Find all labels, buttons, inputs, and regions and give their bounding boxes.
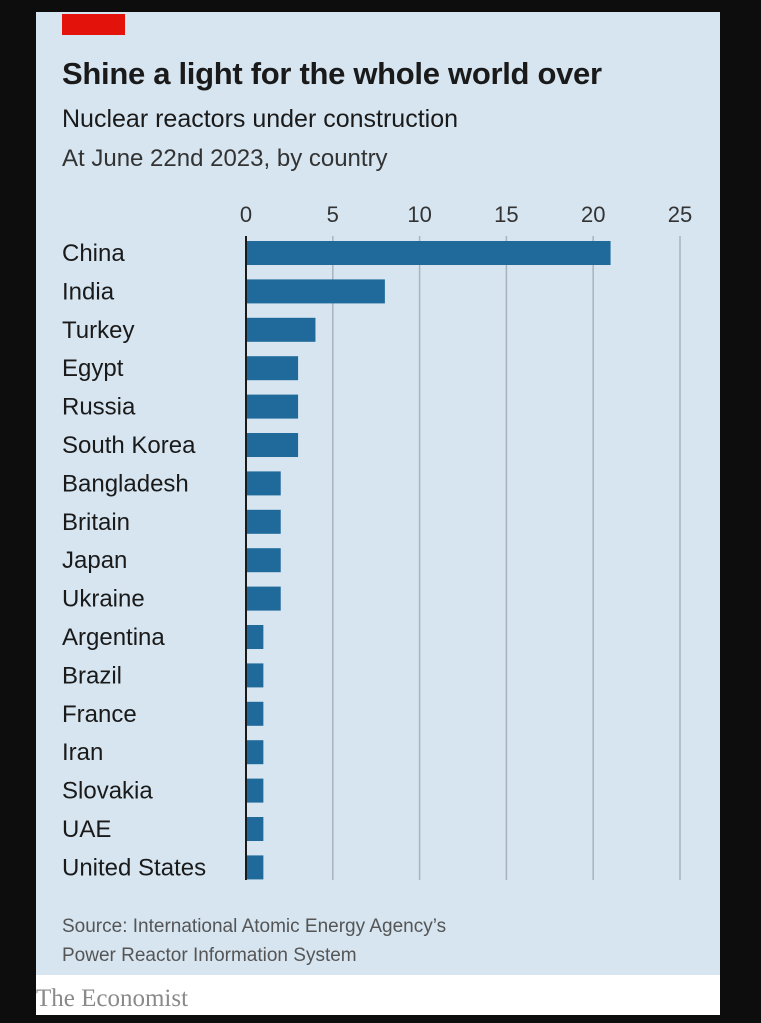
x-tick-label: 10 bbox=[407, 202, 431, 227]
bar-ukraine bbox=[246, 586, 281, 611]
category-label: Slovakia bbox=[62, 778, 153, 805]
footer: The Economist bbox=[36, 975, 720, 1015]
category-label: Bangladesh bbox=[62, 470, 189, 497]
category-label: UAE bbox=[62, 816, 111, 843]
category-label: France bbox=[62, 701, 137, 728]
source-note: Source: International Atomic Energy Agen… bbox=[62, 912, 446, 970]
x-tick-label: 5 bbox=[327, 202, 339, 227]
x-tick-label: 15 bbox=[494, 202, 518, 227]
brand-logo: The Economist bbox=[36, 985, 189, 1012]
chart-panel: Shine a light for the whole world over N… bbox=[36, 12, 720, 975]
bar-south-korea bbox=[246, 433, 299, 457]
bar-brazil bbox=[246, 663, 264, 688]
category-label: Britain bbox=[62, 509, 130, 536]
category-label: Iran bbox=[62, 739, 103, 766]
bar-britain bbox=[246, 509, 281, 534]
bar-china bbox=[246, 241, 611, 265]
category-label: Russia bbox=[62, 394, 136, 421]
brand-red-tag bbox=[62, 14, 125, 35]
bar-uae bbox=[246, 817, 264, 841]
bar-russia bbox=[246, 394, 299, 419]
bar-argentina bbox=[246, 625, 264, 649]
category-label: India bbox=[62, 278, 115, 305]
category-label: China bbox=[62, 240, 125, 267]
bar-japan bbox=[246, 548, 281, 573]
category-label: Japan bbox=[62, 547, 127, 574]
category-label: Turkey bbox=[62, 317, 134, 344]
bar-france bbox=[246, 701, 264, 726]
source-line-2: Power Reactor Information System bbox=[62, 945, 357, 966]
bar-united-states bbox=[246, 855, 264, 880]
bar-india bbox=[246, 279, 385, 304]
bar-turkey bbox=[246, 317, 316, 342]
bar-bangladesh bbox=[246, 471, 281, 496]
bar-egypt bbox=[246, 356, 299, 381]
x-tick-label: 20 bbox=[581, 202, 605, 227]
category-label: Brazil bbox=[62, 662, 122, 689]
category-label: Egypt bbox=[62, 355, 124, 382]
source-line-1: Source: International Atomic Energy Agen… bbox=[62, 916, 447, 937]
chart-note: At June 22nd 2023, by country bbox=[62, 145, 388, 172]
category-label: Argentina bbox=[62, 624, 165, 651]
bar-slovakia bbox=[246, 778, 264, 803]
chart-title: Shine a light for the whole world over bbox=[62, 56, 602, 91]
x-tick-label: 25 bbox=[668, 202, 692, 227]
category-label: Ukraine bbox=[62, 586, 145, 613]
bar-iran bbox=[246, 740, 264, 765]
category-label: United States bbox=[62, 854, 206, 881]
category-label: South Korea bbox=[62, 432, 196, 459]
chart-subtitle: Nuclear reactors under construction bbox=[62, 105, 459, 133]
x-tick-label: 0 bbox=[240, 202, 252, 227]
